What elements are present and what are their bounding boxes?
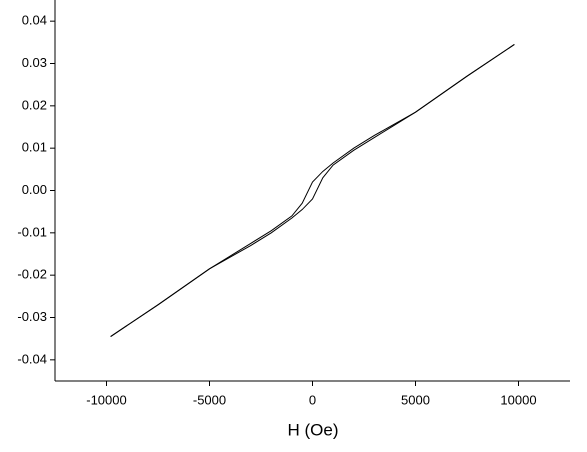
data-line <box>110 44 515 337</box>
x-tick-label: -5000 <box>193 392 226 407</box>
y-tick-label: 0.03 <box>22 55 47 70</box>
y-tick-label: 0.00 <box>22 182 47 197</box>
x-tick-label: 0 <box>309 392 316 407</box>
y-tick-label: 0.02 <box>22 97 47 112</box>
y-tick-label: -0.02 <box>17 267 47 282</box>
y-tick-label: 0.01 <box>22 140 47 155</box>
y-tick-label: -0.01 <box>17 224 47 239</box>
x-axis-label: H (Oe) <box>288 420 339 439</box>
x-tick-label: 10000 <box>500 392 536 407</box>
x-tick-label: 5000 <box>401 392 430 407</box>
y-tick-label: 0.04 <box>22 13 47 28</box>
y-tick-label: -0.03 <box>17 309 47 324</box>
y-tick-label: -0.04 <box>17 351 47 366</box>
x-tick-label: -10000 <box>86 392 126 407</box>
data-line <box>110 44 515 337</box>
